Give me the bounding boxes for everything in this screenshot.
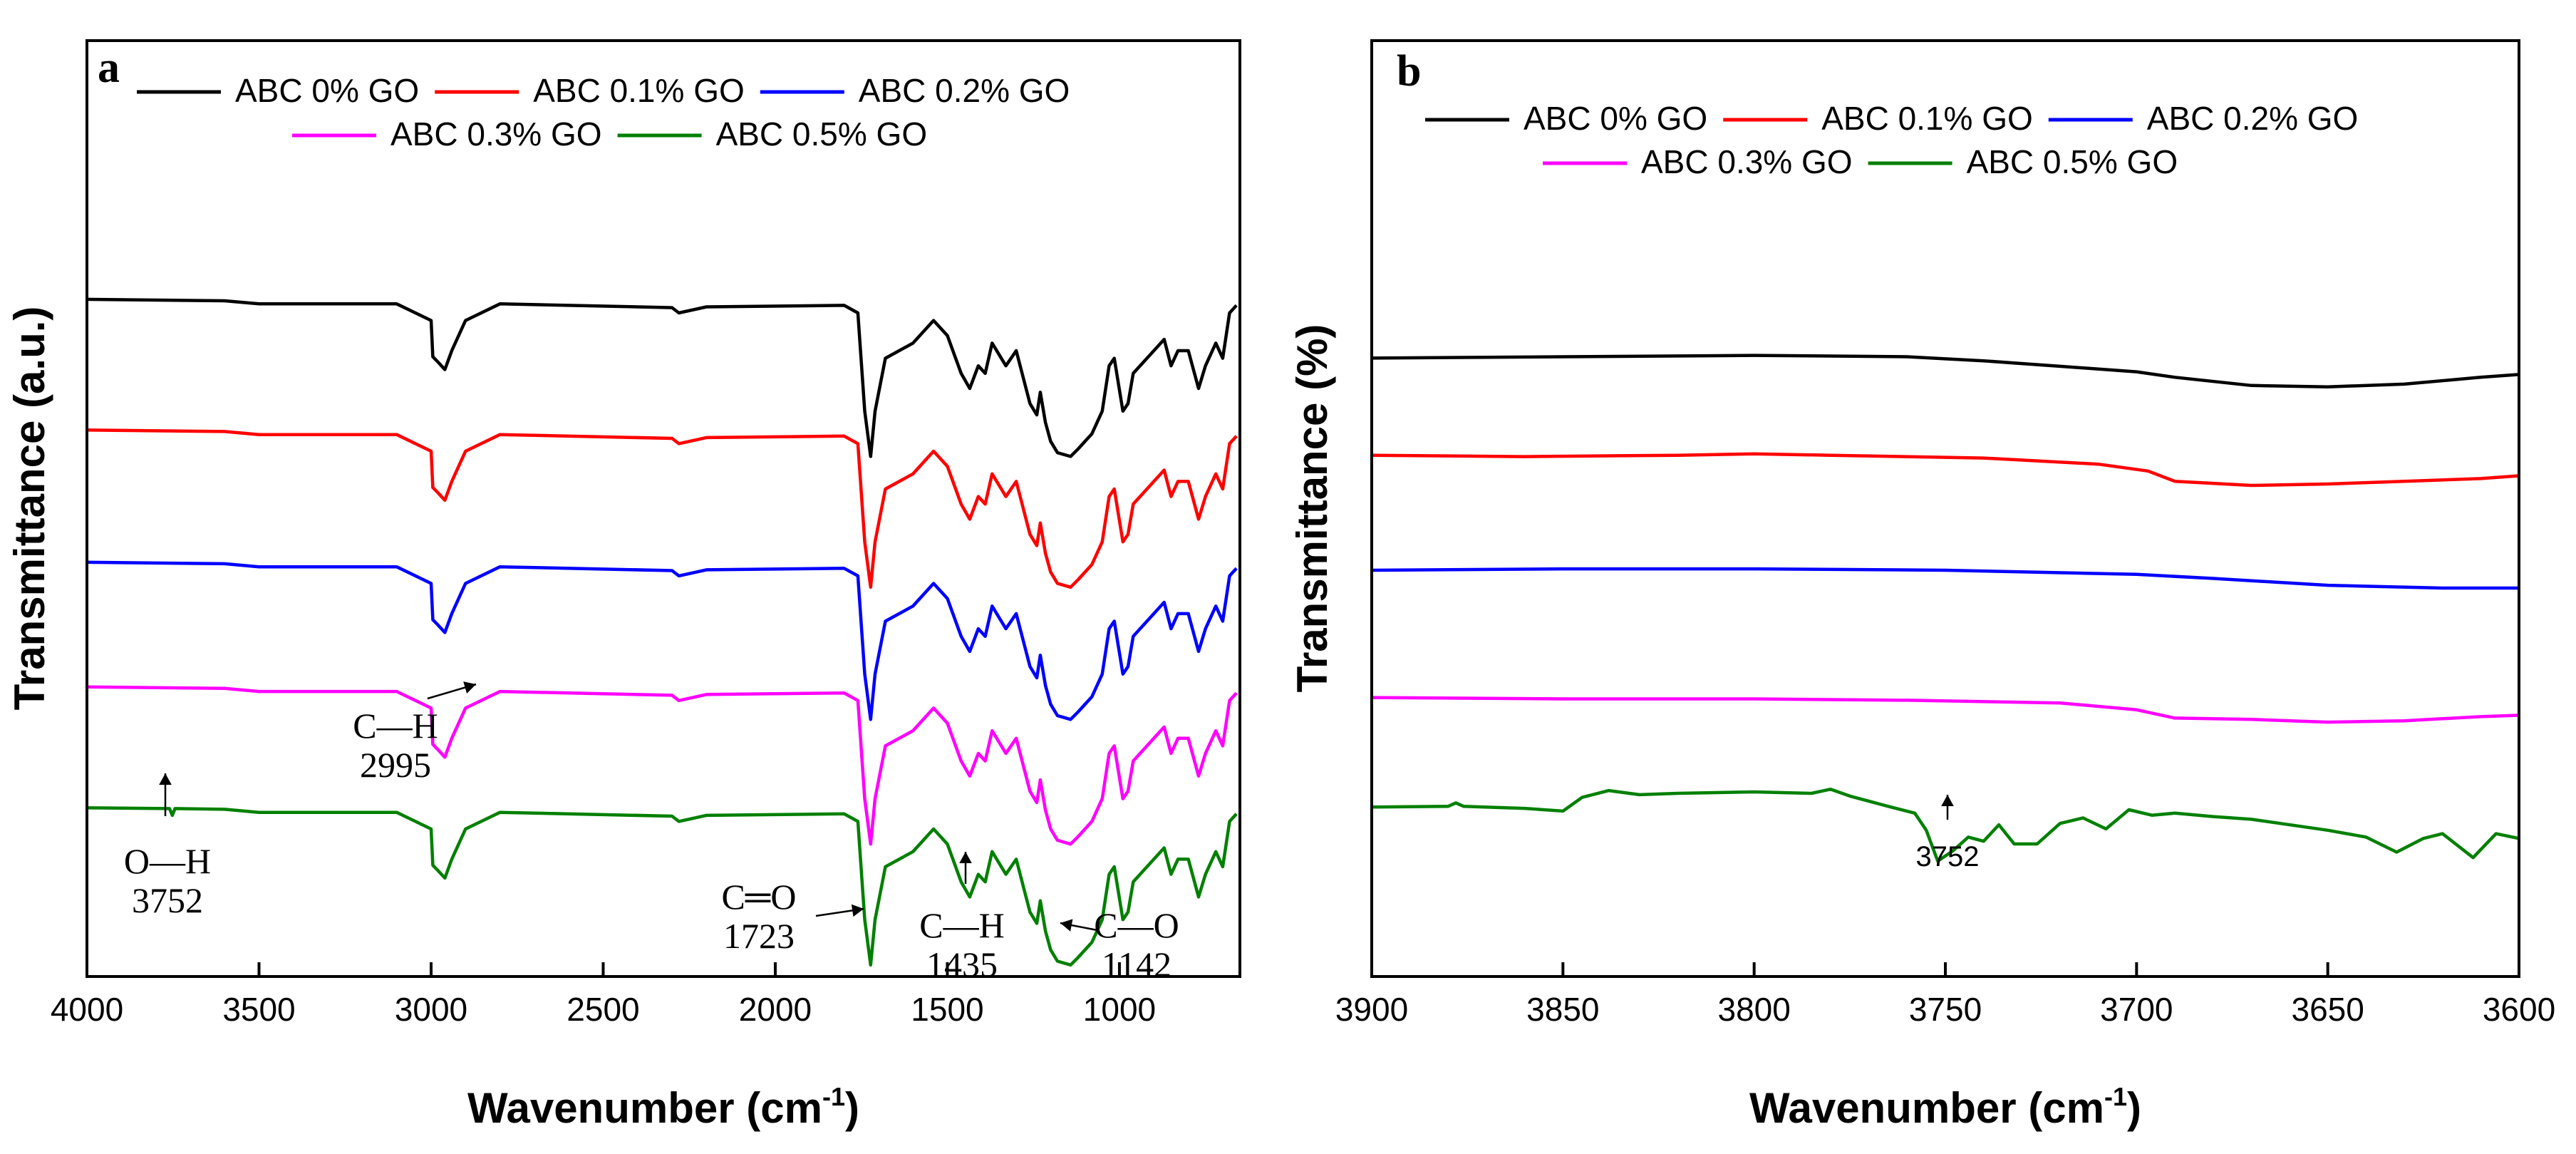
panel-b-x-tick-label-0: 3900	[1335, 991, 1408, 1028]
panel-a-legend-label-0: ABC 0% GO	[235, 72, 419, 109]
panel-b-legend-label-0: ABC 0% GO	[1524, 100, 1707, 137]
panel-a-legend-label-1: ABC 0.1% GO	[533, 72, 745, 109]
panel-b-series-line-2	[1371, 567, 2519, 590]
panel-a-legend-label-4: ABC 0.5% GO	[716, 115, 928, 153]
panel-a-annotation-1-arrow-head	[159, 773, 172, 785]
panel-a-annotation-3-line-1: 1435	[926, 944, 998, 984]
panel-a-label: a	[98, 43, 120, 92]
panel-a-annotation-0-arrow-head	[463, 681, 476, 694]
panel-a-legend: ABC 0% GO ABC 0.1% GO ABC 0.2% GO ABC 0.3% …	[137, 72, 1070, 153]
panel-a-annotation-3-arrow-head	[959, 852, 972, 863]
panel-a-annotation-2-line-0: C═O	[722, 877, 797, 917]
panel-a-annotation-4-arrow-head	[1060, 919, 1073, 932]
panel-b-series-line-1	[1371, 452, 2520, 488]
panel-b-series-line-4	[1371, 787, 2520, 863]
panel-a-x-tick-label-5: 1500	[911, 991, 983, 1028]
panel-a-frame	[86, 39, 1241, 978]
panel-b-y-axis-title: Transmittance (%)	[1288, 324, 1336, 693]
panel-a-annotation-1-line-0: O—H	[124, 841, 211, 881]
panel-a-x-axis-title: Wavenumber (cm-1)	[467, 1082, 859, 1132]
panel-b-x-tick-label-5: 3650	[2291, 991, 2364, 1028]
panel-a-annotation-0-line-1: 2995	[360, 745, 431, 785]
panel-b-x-tick-label-1: 3850	[1526, 991, 1599, 1028]
panel-a-series-line-3	[86, 685, 1238, 846]
panel-a: 4000 3500 3000 2500 2000 1500 1000 ABC 0% GO AB…	[6, 39, 1241, 1132]
panel-a-legend-label-2: ABC 0.2% GO	[859, 72, 1070, 109]
panel-b-x-tick-label-4: 3700	[2100, 991, 2173, 1028]
panel-b-label: b	[1397, 47, 1421, 96]
panel-a-x-tick-label-2: 3000	[395, 991, 467, 1028]
panel-b-x-tick-label-3: 3750	[1909, 991, 1982, 1028]
panel-b-annotation-0-arrow-head	[1941, 795, 1954, 806]
panel-b-x-ticks: 3900 3850 3800 3750 3700 3650 3600	[1335, 962, 2555, 1028]
panel-b-series-line-0	[1371, 354, 2520, 388]
panel-a-legend-label-3: ABC 0.3% GO	[390, 115, 602, 153]
panel-a-x-ticks: 4000 3500 3000 2500 2000 1500 1000	[51, 962, 1156, 1028]
panel-a-series-line-4	[86, 806, 1238, 967]
panel-b-x-tick-label-2: 3800	[1717, 991, 1790, 1028]
panel-a-x-tick-label-3: 2500	[567, 991, 639, 1028]
panel-a-annotation-3-line-0: C—H	[919, 905, 1004, 945]
panel-b-legend-label-1: ABC 0.1% GO	[1821, 100, 2033, 137]
panel-a-annotation-4-line-0: C—O	[1094, 905, 1179, 945]
panel-b-legend-label-4: ABC 0.5% GO	[1967, 143, 2178, 180]
panel-a-curves	[86, 297, 1238, 967]
panel-b-legend-label-2: ABC 0.2% GO	[2147, 100, 2359, 137]
panel-b: 3900 3850 3800 3750 3700 3650 3600 ABC 0% GO AB…	[1288, 39, 2555, 1132]
panel-b-annotation-0-line-0: 3752	[1916, 841, 1980, 872]
panel-b-curves	[1371, 354, 2520, 863]
panel-a-series-line-0	[86, 297, 1238, 458]
panel-a-series-line-2	[86, 560, 1238, 721]
panel-a-annotation-2-line-1: 1723	[723, 916, 795, 956]
panel-b-legend-label-3: ABC 0.3% GO	[1641, 143, 1853, 180]
panel-a-x-tick-label-1: 3500	[222, 991, 295, 1028]
panel-a-annotation-4-line-1: 1142	[1102, 944, 1171, 984]
panel-a-series-line-1	[86, 428, 1238, 589]
panel-a-x-tick-label-0: 4000	[51, 991, 123, 1028]
panel-b-series-line-3	[1371, 696, 2520, 724]
panel-a-x-tick-label-6: 1000	[1083, 991, 1156, 1028]
panel-b-annotations: 3752	[1916, 795, 1980, 872]
panel-a-annotation-0-line-0: C—H	[353, 706, 438, 746]
panel-a-annotation-2-arrow-head	[851, 904, 864, 917]
panel-a-x-tick-label-4: 2000	[739, 991, 812, 1028]
panel-b-x-tick-label-6: 3600	[2483, 991, 2555, 1028]
panel-b-legend: ABC 0% GO ABC 0.1% GO ABC 0.2% GO ABC 0.3% …	[1425, 100, 2358, 180]
panel-a-y-axis-title: Transmittance (a.u.)	[6, 306, 53, 711]
panel-a-annotation-1-line-1: 3752	[132, 880, 203, 920]
panel-b-x-axis-title: Wavenumber (cm-1)	[1749, 1082, 2141, 1132]
